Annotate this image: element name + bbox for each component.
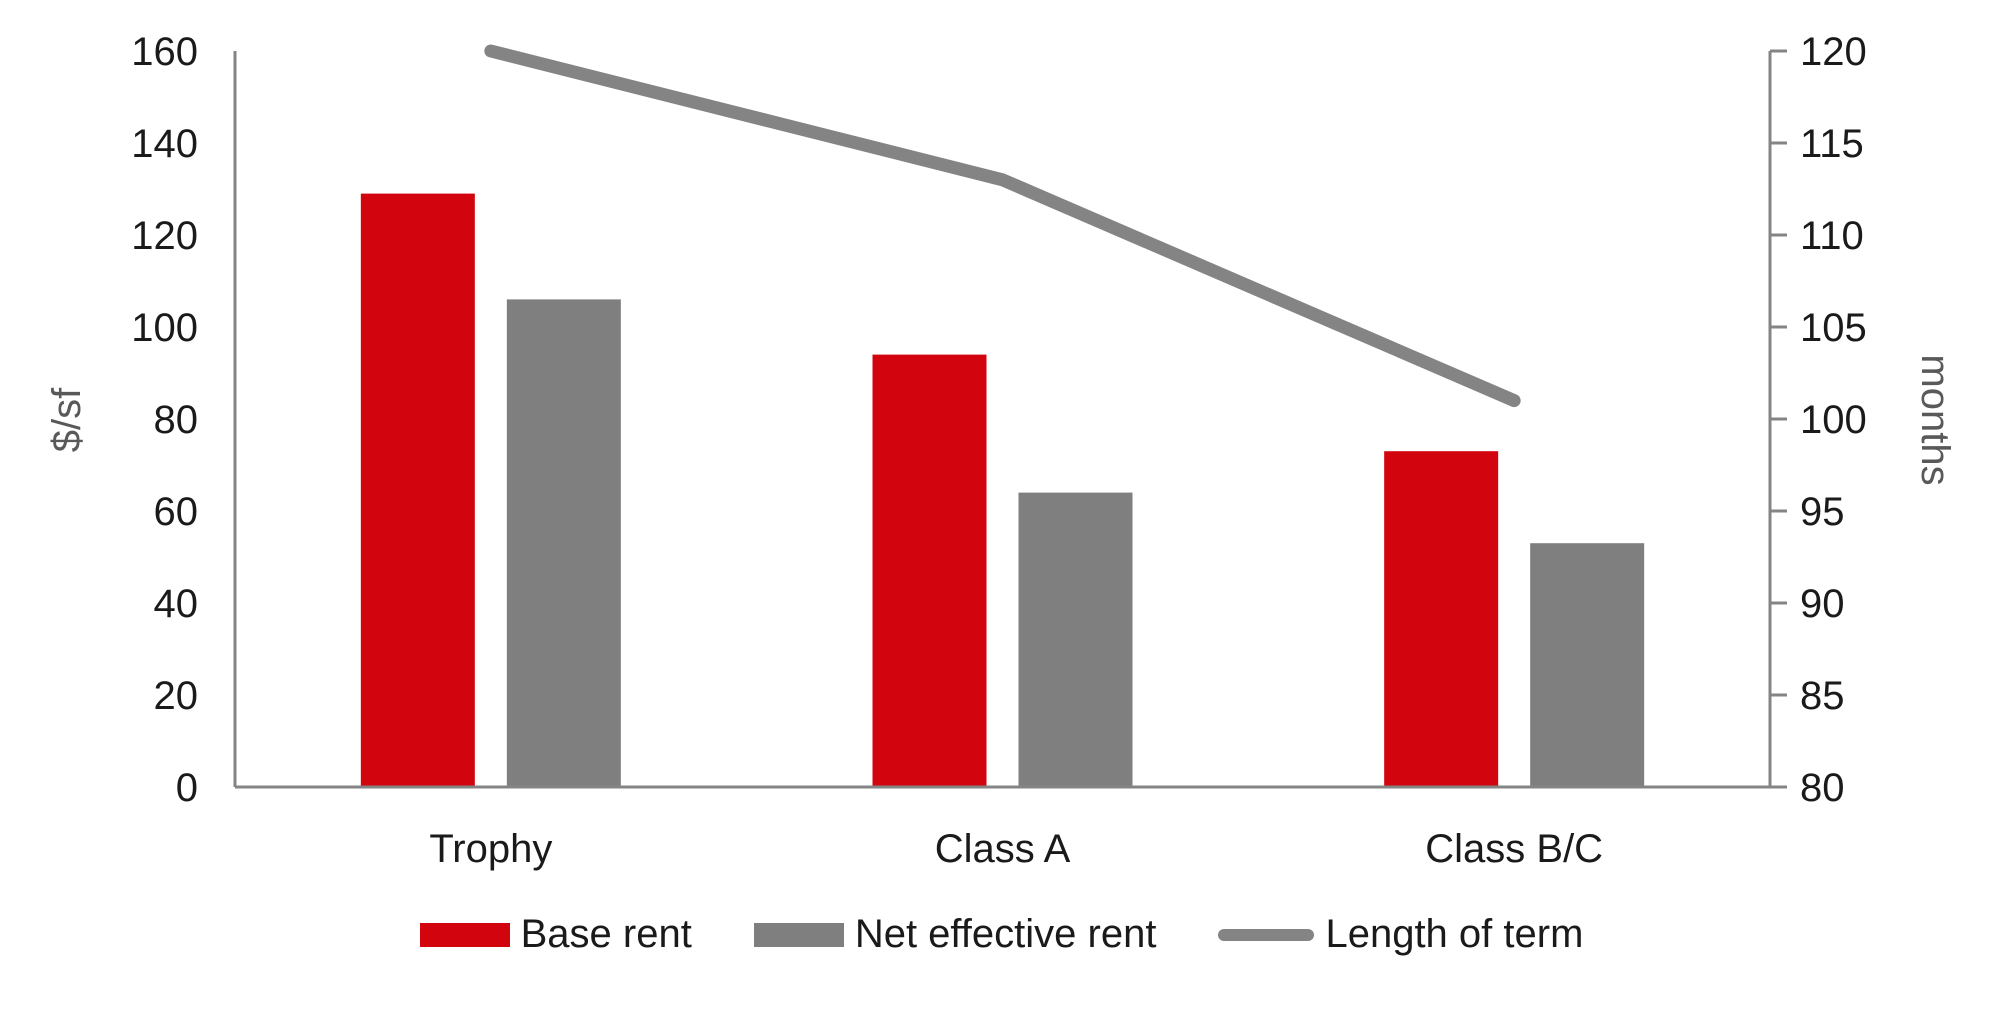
category-label-class-a: Class A [935, 827, 1071, 871]
left-axis-title: $/sf [45, 387, 89, 452]
left-axis-tick-label-100: 100 [131, 306, 198, 350]
legend-label-length-of-term: Length of term [1325, 912, 1584, 956]
length-of-term-line-swatch [1218, 928, 1315, 941]
right-axis-tick-label-105: 105 [1800, 306, 1867, 350]
legend-item-base-rent: Base rent [419, 912, 692, 957]
right-axis-tick-label-80: 80 [1800, 766, 1845, 810]
category-label-class-b-c: Class B/C [1425, 827, 1603, 871]
right-axis-tick-label-120: 120 [1800, 30, 1867, 74]
base-rent-swatch [419, 922, 510, 947]
bar-net-effective-rent-class-a [1018, 492, 1133, 787]
axes-layer [233, 49, 1787, 789]
legend-item-length-of-term: Length of term [1218, 912, 1583, 957]
category-label-trophy: Trophy [429, 827, 552, 871]
left-axis-tick-label-80: 80 [154, 398, 199, 442]
right-axis-tick-label-110: 110 [1800, 214, 1864, 258]
net-effective-rent-swatch [753, 922, 844, 947]
length-of-term-line [484, 44, 1521, 408]
legend: Base rent Net effective rent Length of t… [0, 912, 2003, 957]
bar-net-effective-rent-trophy [506, 299, 621, 787]
left-axis-tick-label-120: 120 [131, 214, 198, 258]
left-axis-tick-label-160: 160 [131, 30, 198, 74]
right-axis-title: months [1913, 354, 1957, 485]
bar-net-effective-rent-class-b-c [1530, 543, 1645, 787]
left-axis-tick-label-60: 60 [154, 490, 199, 534]
right-axis-tick-label-95: 95 [1800, 490, 1845, 534]
left-axis-tick-label-40: 40 [154, 582, 199, 626]
legend-item-net-effective-rent: Net effective rent [753, 912, 1157, 957]
bars-layer [360, 193, 1645, 788]
right-axis-tick-label-100: 100 [1800, 398, 1867, 442]
bar-base-rent-class-a [872, 354, 987, 787]
left-axis-tick-label-20: 20 [154, 674, 199, 718]
legend-label-net-effective-rent: Net effective rent [854, 912, 1157, 956]
right-axis-tick-label-90: 90 [1800, 582, 1845, 626]
right-axis-tick-label-115: 115 [1800, 122, 1864, 166]
bar-base-rent-class-b-c [1384, 451, 1499, 787]
left-axis-tick-label-140: 140 [131, 122, 198, 166]
right-axis-tick-label-85: 85 [1800, 674, 1845, 718]
bar-base-rent-trophy [360, 193, 475, 788]
legend-label-base-rent: Base rent [520, 912, 692, 956]
labels-layer: 0 20 40 60 80 100 120 140 160 80 85 90 95 100 105 110 11… [131, 30, 1867, 871]
line-layer [484, 44, 1521, 408]
left-axis-tick-label-0: 0 [176, 766, 198, 810]
